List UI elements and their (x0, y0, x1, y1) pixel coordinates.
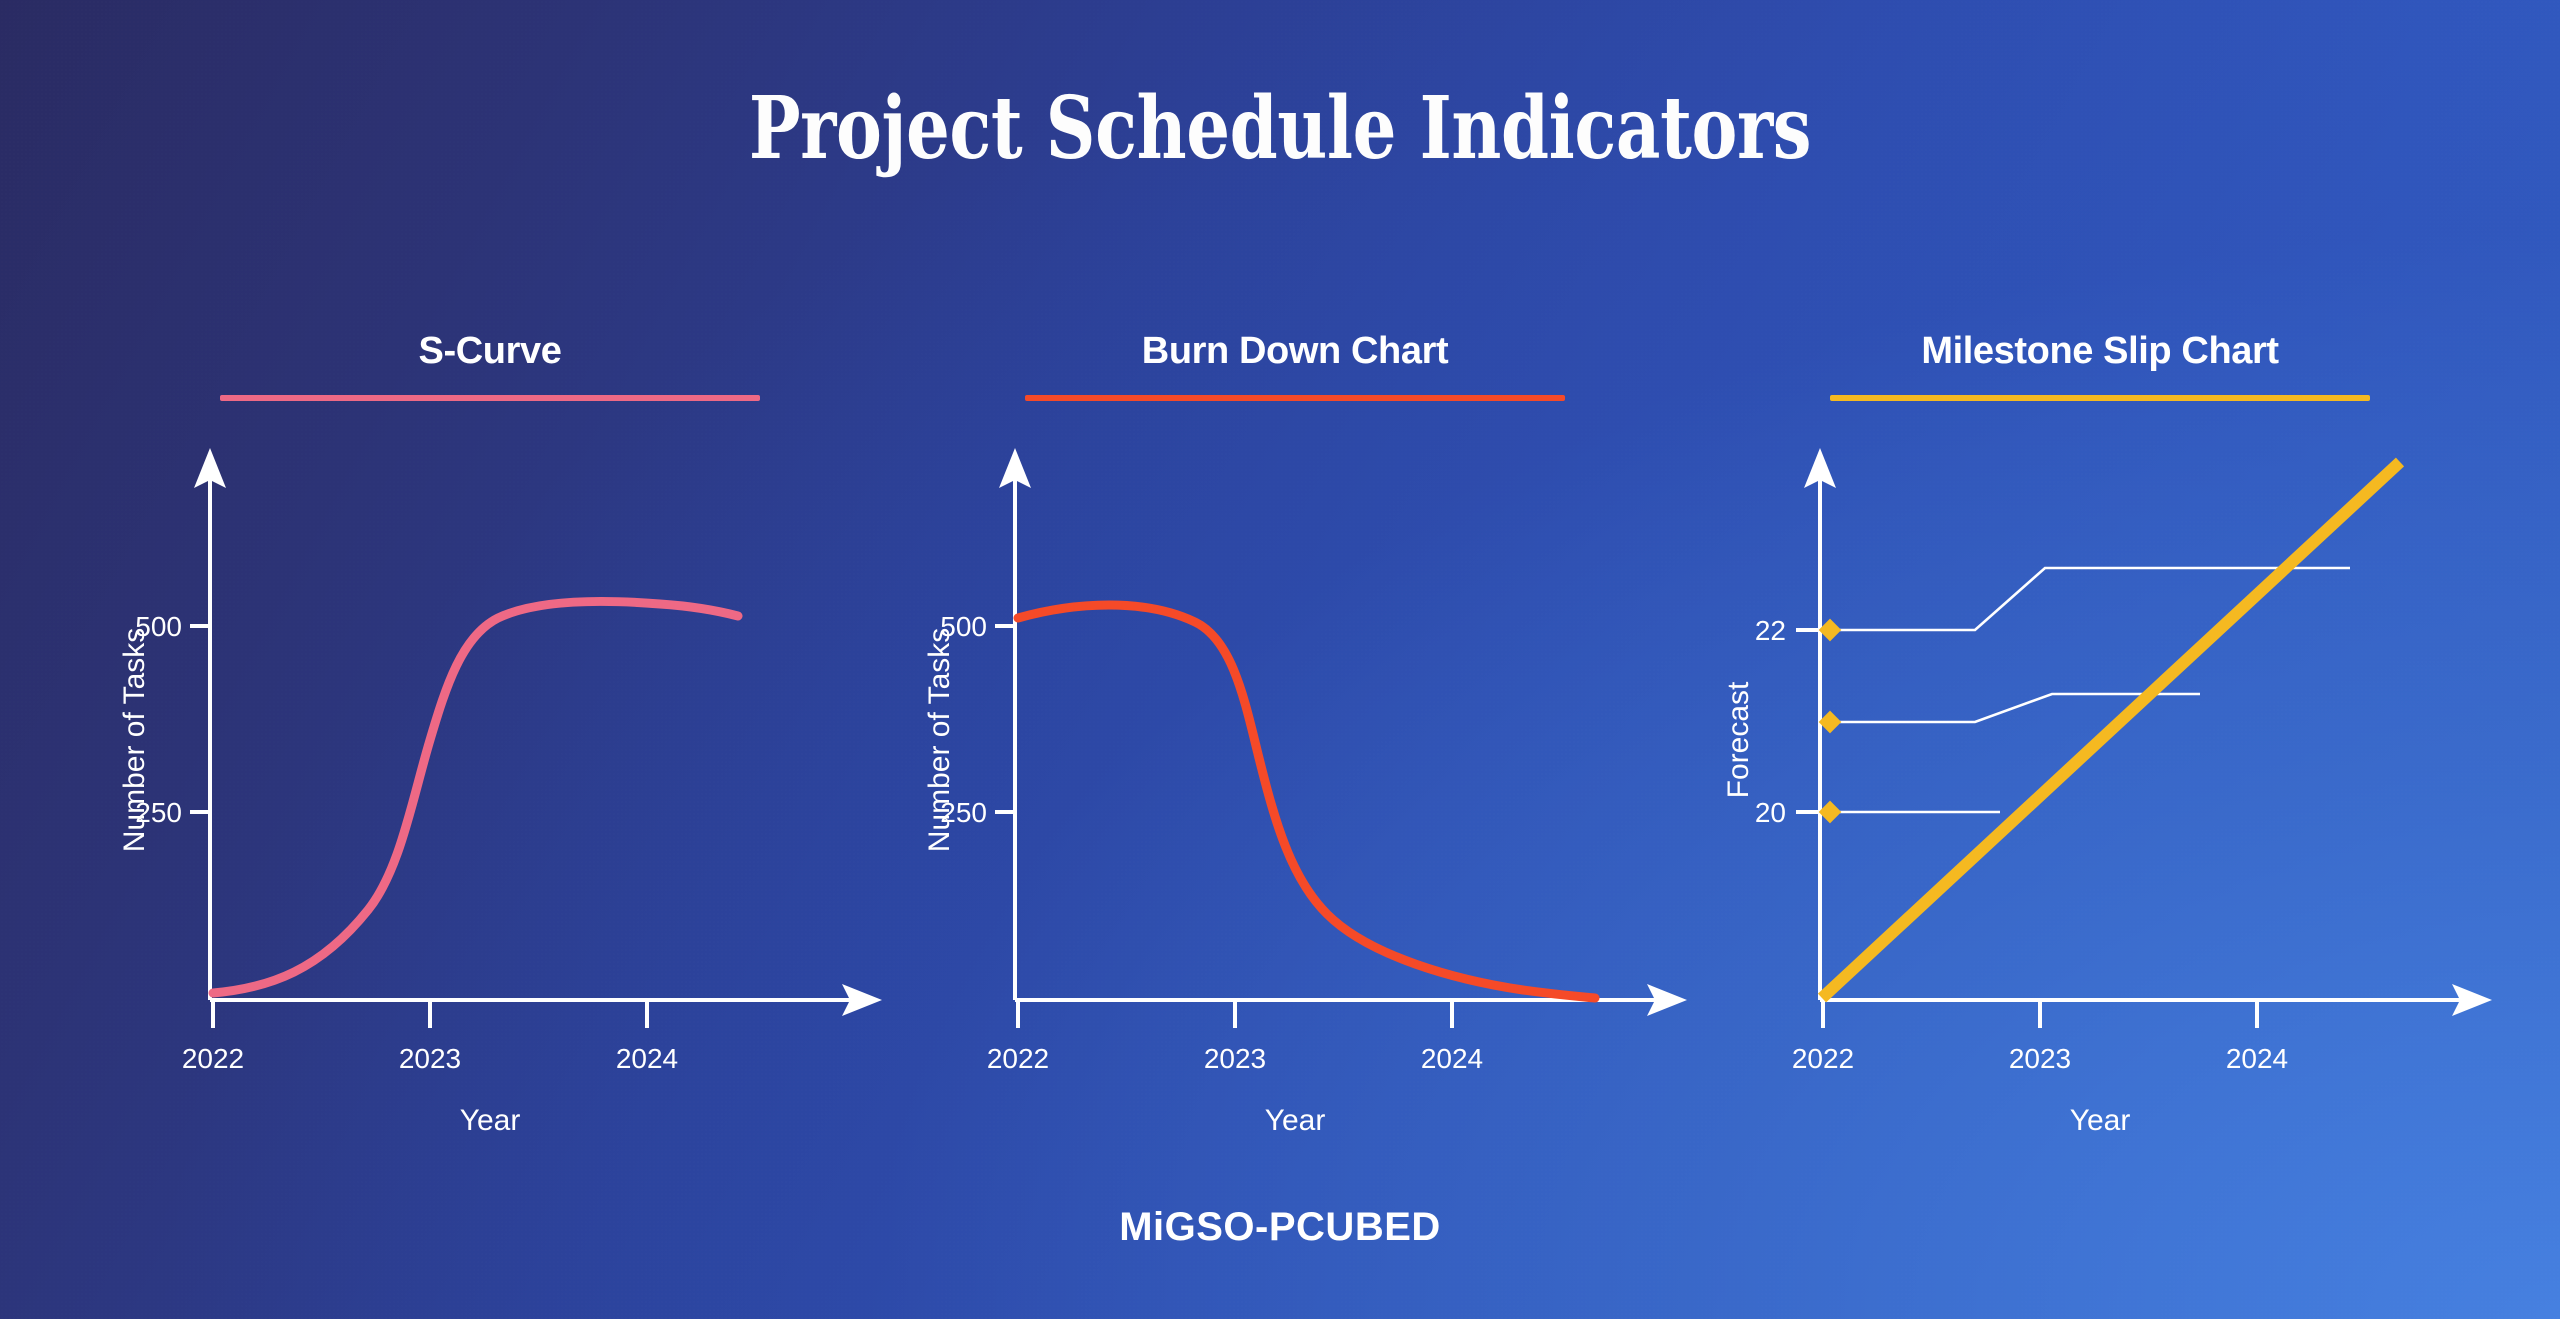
on-time-baseline (1817, 457, 2405, 1003)
data-series-s-curve (208, 596, 743, 998)
y-axis-label: Forecast (1722, 681, 1755, 798)
y-tick-label-250: 250 (135, 797, 182, 828)
x-tick-label-2024: 2024 (616, 1043, 678, 1074)
x-tick-label-2022: 2022 (182, 1043, 244, 1074)
chart-canvas-milestone-slip: 20 22 2022 2023 2024 Year Forecast (1700, 440, 2500, 1140)
x-axis-label: Year (2070, 1104, 2131, 1137)
chart-canvas-s-curve: 250 500 2022 2023 2024 Year Number of Ta… (90, 440, 890, 1140)
data-series-burn-down (1013, 600, 1600, 1003)
chart-title-milestone-slip: Milestone Slip Chart (1921, 330, 2279, 372)
y-tick-label-20: 20 (1755, 797, 1786, 828)
chart-panel-burn-down: Burn Down Chart 250 500 2022 2023 2024 Y… (895, 330, 1695, 1160)
x-axis-label: Year (1265, 1104, 1326, 1137)
milestone-marker-20 (1818, 800, 1842, 824)
brand-logo: MiGSO-PCUBED (1119, 1205, 1441, 1249)
milestone-line-2 (1828, 692, 2200, 724)
chart-panel-s-curve: S-Curve 250 500 2022 2023 (90, 330, 890, 1160)
x-tick-label-2024: 2024 (1421, 1043, 1483, 1074)
x-axis-arrow (842, 984, 882, 1016)
x-axis-arrow (1647, 984, 1687, 1016)
y-axis-arrow (999, 448, 1031, 488)
y-axis-arrow (1804, 448, 1836, 488)
chart-title-underline (220, 395, 760, 401)
chart-panel-milestone-slip: Milestone Slip Chart 20 22 2022 2023 (1700, 330, 2500, 1160)
chart-title-underline (1830, 395, 2370, 401)
chart-canvas-burn-down: 250 500 2022 2023 2024 Year Number of Ta… (895, 440, 1695, 1140)
y-tick-label-22: 22 (1755, 615, 1786, 646)
y-tick-label-500: 500 (940, 611, 987, 642)
x-tick-label-2022: 2022 (1792, 1043, 1854, 1074)
y-axis-label: Number of Tasks (118, 628, 151, 853)
x-tick-label-2022: 2022 (987, 1043, 1049, 1074)
milestone-marker-22 (1818, 618, 1842, 642)
x-tick-label-2023: 2023 (399, 1043, 461, 1074)
page-title: Project Schedule Indicators (748, 78, 1812, 179)
x-axis-arrow (2452, 984, 2492, 1016)
y-tick-label-500: 500 (135, 611, 182, 642)
chart-title-burn-down: Burn Down Chart (1141, 330, 1449, 372)
chart-title-underline (1025, 395, 1565, 401)
chart-title-s-curve: S-Curve (418, 330, 562, 372)
y-axis-arrow (194, 448, 226, 488)
x-tick-label-2023: 2023 (1204, 1043, 1266, 1074)
y-axis-label: Number of Tasks (923, 628, 956, 853)
x-axis-label: Year (460, 1104, 521, 1137)
x-tick-label-2024-text: 2024 (2226, 1043, 2288, 1074)
y-tick-label-250: 250 (940, 797, 987, 828)
milestone-line-3 (1828, 566, 2350, 632)
x-tick-label-2023: 2023 (2009, 1043, 2071, 1074)
milestone-marker-21 (1818, 710, 1842, 734)
